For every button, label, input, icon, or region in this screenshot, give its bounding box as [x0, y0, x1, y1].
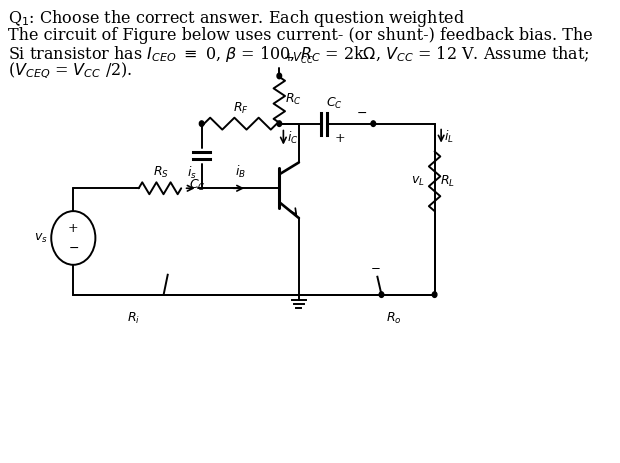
Text: +: + [335, 131, 345, 144]
Text: Q$_1$: Choose the correct answer. Each question weighted: Q$_1$: Choose the correct answer. Each q… [8, 8, 465, 29]
Text: $-$: $-$ [370, 260, 380, 273]
Text: $i_C$: $i_C$ [286, 130, 298, 146]
Text: $i_s$: $i_s$ [187, 165, 197, 181]
Text: $+V_{CC}$: $+V_{CC}$ [283, 51, 314, 66]
Text: $v_L$: $v_L$ [411, 175, 425, 188]
Circle shape [200, 121, 204, 126]
Text: $-$: $-$ [68, 241, 79, 254]
Text: +: + [68, 221, 79, 235]
Circle shape [432, 292, 437, 297]
Circle shape [277, 73, 281, 79]
Circle shape [277, 121, 281, 126]
Text: $R_i$: $R_i$ [127, 311, 140, 325]
Text: The circuit of Figure below uses current- (or shunt-) feedback bias. The: The circuit of Figure below uses current… [8, 27, 593, 44]
Text: $v_s$: $v_s$ [34, 232, 48, 244]
Text: $C_C$: $C_C$ [326, 96, 343, 111]
Text: $-$: $-$ [356, 106, 368, 119]
Text: $C_C$: $C_C$ [189, 178, 206, 193]
Text: $i_L$: $i_L$ [445, 129, 454, 144]
Text: $R_S$: $R_S$ [153, 165, 169, 180]
Text: $R_C$: $R_C$ [285, 92, 302, 107]
Text: $R_L$: $R_L$ [440, 174, 455, 189]
Text: $R_o$: $R_o$ [386, 311, 401, 325]
Circle shape [371, 121, 376, 126]
Text: Si transistor has $\mathit{I}_{CEO}$ $\equiv$ 0, $\beta$ = 100, $R_C$ = 2k$\Omeg: Si transistor has $\mathit{I}_{CEO}$ $\e… [8, 44, 590, 64]
Text: $R_F$: $R_F$ [232, 100, 249, 116]
Circle shape [379, 292, 384, 297]
Text: ($V_{CEQ}$ = $V_{CC}$ /2).: ($V_{CEQ}$ = $V_{CC}$ /2). [8, 61, 133, 81]
Text: $i_B$: $i_B$ [235, 164, 246, 180]
